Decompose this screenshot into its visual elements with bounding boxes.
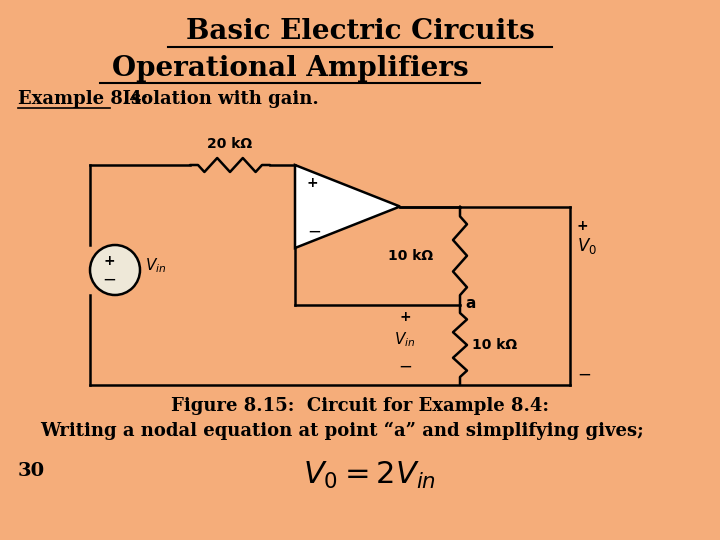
Circle shape [90, 245, 140, 295]
Text: +: + [399, 310, 411, 324]
Text: Isolation with gain.: Isolation with gain. [110, 90, 319, 108]
Text: 10 kΩ: 10 kΩ [472, 338, 517, 352]
Text: Basic Electric Circuits: Basic Electric Circuits [186, 18, 534, 45]
Text: $V_{in}$: $V_{in}$ [145, 256, 166, 275]
Text: +: + [103, 254, 114, 268]
Text: Writing a nodal equation at point “a” and simplifying gives;: Writing a nodal equation at point “a” an… [40, 422, 644, 440]
Text: $V_0$: $V_0$ [577, 237, 597, 256]
Text: −: − [577, 366, 591, 384]
Text: +: + [577, 219, 589, 233]
Text: −: − [307, 223, 321, 241]
Text: a: a [465, 295, 475, 310]
Text: Figure 8.15:  Circuit for Example 8.4:: Figure 8.15: Circuit for Example 8.4: [171, 397, 549, 415]
Text: $V_{in}$: $V_{in}$ [395, 330, 415, 349]
Text: 30: 30 [18, 462, 45, 480]
Text: Example 8.4:: Example 8.4: [18, 90, 148, 108]
Text: −: − [398, 358, 412, 376]
Text: $V_0=2V_{in}$: $V_0=2V_{in}$ [304, 460, 436, 491]
Text: 20 kΩ: 20 kΩ [207, 137, 253, 151]
Text: −: − [102, 271, 116, 289]
Text: 10 kΩ: 10 kΩ [388, 249, 433, 263]
Text: +: + [307, 176, 319, 190]
Text: Operational Amplifiers: Operational Amplifiers [112, 55, 468, 82]
Polygon shape [295, 165, 400, 248]
